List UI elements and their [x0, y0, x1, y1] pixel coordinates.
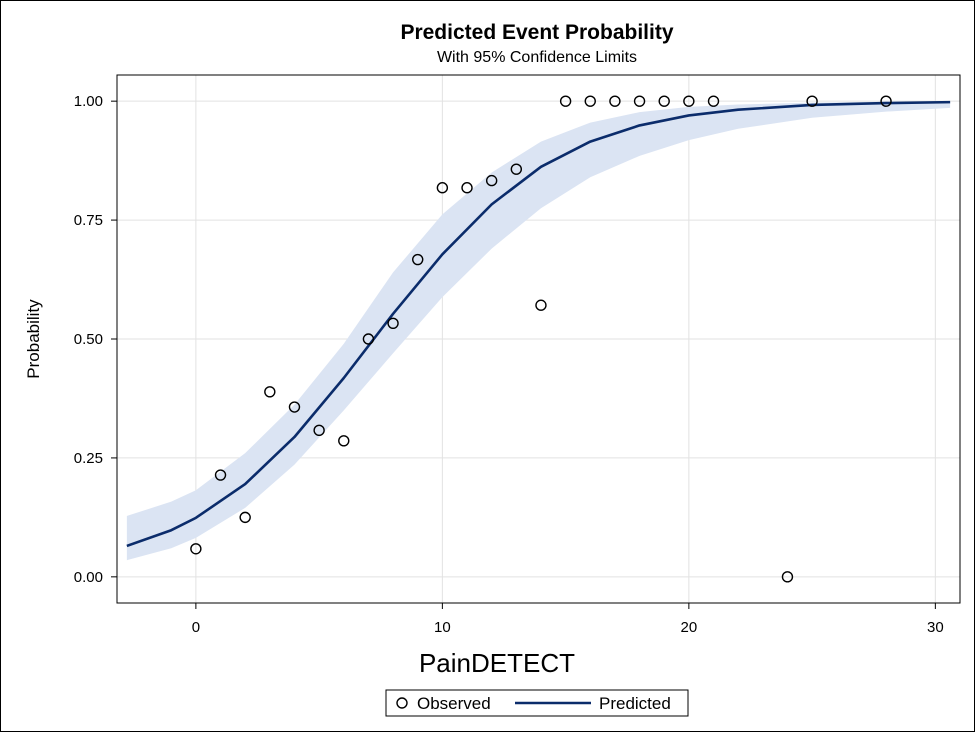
observed-point [683, 95, 695, 107]
observed-point [609, 95, 621, 107]
observed-point [436, 182, 449, 194]
observed-point [264, 386, 276, 398]
x-tick-label: 30 [927, 619, 944, 636]
observed-point [485, 174, 498, 187]
confidence-band [126, 101, 951, 561]
confidence-band-layer [126, 101, 951, 561]
observed-point [387, 317, 399, 330]
observed-point [781, 571, 794, 583]
legend-observed-marker [396, 697, 408, 709]
y-tick-label: 0.50 [74, 331, 103, 348]
observed-point [880, 95, 892, 107]
observed-point [584, 95, 596, 107]
observed-markers-layer [190, 95, 892, 583]
observed-point [190, 543, 202, 555]
legend-predicted-label: Predicted [599, 694, 671, 713]
observed-point [239, 511, 251, 524]
y-tick-label: 0.25 [74, 450, 103, 467]
observed-point [658, 95, 670, 107]
observed-point [633, 95, 646, 107]
x-tick-label: 0 [192, 619, 200, 636]
legend: Observed Predicted [385, 689, 689, 717]
observed-point [461, 182, 473, 194]
observed-point [338, 435, 350, 447]
observed-point [510, 163, 523, 175]
observed-point [214, 469, 227, 481]
observed-point [288, 401, 301, 413]
observed-point [313, 424, 325, 437]
y-tick-label: 0.00 [74, 569, 103, 586]
x-axis-title: PainDETECT [419, 648, 575, 678]
chart-subtitle: With 95% Confidence Limits [437, 49, 637, 66]
observed-point [362, 333, 375, 345]
y-tick-label: 1.00 [74, 93, 103, 110]
x-tick-label: 10 [434, 619, 451, 636]
y-tick-label: 0.75 [74, 212, 103, 229]
observed-point [707, 95, 720, 107]
observed-point [559, 95, 572, 107]
y-axis-title: Probability [24, 299, 43, 379]
legend-observed-label: Observed [417, 694, 491, 713]
predicted-line-layer [126, 100, 951, 548]
axes: 0 10 20 30 0.00 0.25 0.50 0.75 1.00 [74, 93, 944, 636]
observed-point [412, 253, 424, 266]
chart-title: Predicted Event Probability [400, 21, 673, 44]
x-tick-label: 20 [681, 619, 698, 636]
observed-point [806, 95, 818, 107]
observed-point [535, 299, 547, 311]
predicted-line [126, 100, 951, 548]
